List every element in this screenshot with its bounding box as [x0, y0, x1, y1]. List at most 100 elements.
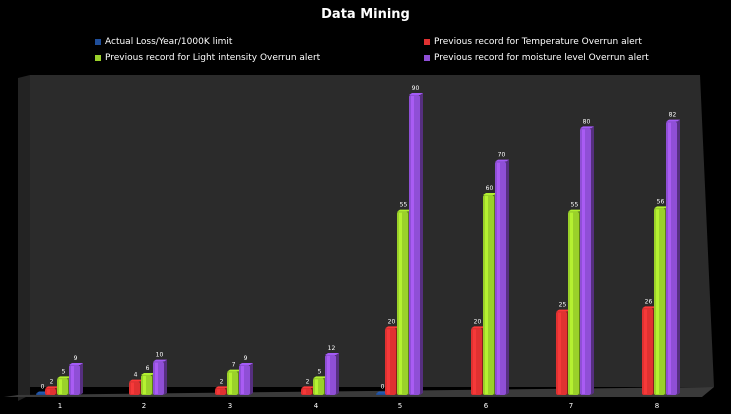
bar-top [666, 119, 680, 122]
bar-top [654, 206, 668, 209]
bar-top [45, 386, 59, 389]
bar-highlight [644, 309, 647, 394]
legend-item-actual-loss: Actual Loss/Year/1000K limit [95, 37, 232, 47]
bar-top [495, 159, 509, 162]
bar-side [677, 119, 680, 396]
bar [471, 328, 482, 395]
bar [568, 211, 579, 395]
bar [376, 393, 387, 395]
bar-highlight [656, 209, 659, 394]
x-tick-label: 6 [484, 402, 489, 410]
bar-value-label: 2 [220, 378, 224, 385]
bar-top [301, 386, 315, 389]
bar-value-label: 20 [388, 318, 396, 325]
bar-highlight [668, 122, 671, 395]
bar-value-label: 4 [134, 372, 138, 379]
bar-side [420, 93, 423, 395]
bar-top [325, 353, 339, 355]
plot-background [4, 75, 714, 401]
bar [397, 211, 408, 395]
bar-value-label: 5 [318, 368, 322, 375]
bar-highlight [241, 366, 244, 394]
bar-value-label: 2 [306, 378, 310, 385]
bar-highlight [217, 389, 220, 394]
legend-item-moisture: Previous record for moisture level Overr… [424, 53, 649, 63]
bar-value-label: 60 [486, 185, 494, 192]
bar [666, 121, 677, 396]
legend-label-moisture: Previous record for moisture level Overr… [434, 53, 649, 63]
bar-value-label: 55 [571, 202, 579, 209]
bar-value-label: 20 [474, 318, 482, 325]
bars-layer [36, 93, 680, 396]
bar-side [336, 353, 339, 395]
bar-top [568, 209, 582, 212]
bar [580, 128, 591, 396]
bar-highlight [387, 329, 390, 394]
x-tick-label: 4 [314, 402, 319, 410]
bar-value-label: 82 [669, 112, 677, 119]
legend-label-actual-loss: Actual Loss/Year/1000K limit [105, 37, 233, 47]
labels-layer: 1025924610327942512502055906206070725558… [41, 85, 677, 410]
bar-highlight [570, 212, 573, 394]
chart-title: Data Mining [321, 7, 410, 22]
bar [642, 308, 653, 395]
bar-top [313, 376, 327, 379]
bar-side [506, 159, 509, 395]
bar-value-label: 0 [41, 384, 45, 391]
bar-value-label: 70 [498, 152, 506, 159]
bar-value-label: 56 [657, 198, 665, 205]
legend-swatch-temperature [424, 39, 430, 45]
bar-highlight [155, 362, 158, 394]
plot-floor [4, 387, 714, 397]
bar-highlight [143, 376, 146, 394]
bar-value-label: 5 [62, 368, 66, 375]
bar-value-label: 90 [412, 85, 420, 92]
bar-value-label: 6 [146, 365, 150, 372]
bar [556, 311, 567, 395]
bar-side [591, 126, 594, 395]
bar-value-label: 26 [645, 298, 653, 305]
bar-value-label: 9 [74, 355, 78, 362]
bar-highlight [315, 379, 318, 394]
bar [153, 361, 164, 395]
x-tick-label: 5 [398, 402, 402, 410]
bar-top [215, 386, 229, 389]
bar-highlight [399, 212, 402, 394]
bar-highlight [229, 372, 232, 394]
bar-highlight [497, 162, 500, 394]
bar-value-label: 7 [232, 362, 236, 369]
bar [325, 355, 336, 395]
bar-value-label: 12 [328, 345, 336, 352]
bar [69, 365, 80, 395]
bar-highlight [131, 382, 134, 394]
bar-value-label: 55 [400, 202, 408, 209]
bar-highlight [47, 389, 50, 394]
bar-highlight [411, 96, 414, 394]
bar-value-label: 25 [559, 302, 567, 309]
legend-swatch-actual-loss [95, 39, 101, 45]
bar [141, 375, 152, 395]
bar [495, 161, 506, 395]
bar-value-label: 9 [244, 355, 248, 362]
bar [215, 388, 226, 395]
bar [409, 95, 420, 395]
bar [483, 195, 494, 395]
bar-value-label: 0 [381, 384, 385, 391]
legend-item-temperature: Previous record for Temperature Overrun … [424, 37, 642, 47]
plot-left-wall [18, 75, 30, 401]
legend-label-light: Previous record for Light intensity Over… [105, 53, 321, 63]
bar-top [141, 373, 155, 375]
bar-top [153, 359, 167, 362]
bar-side [80, 363, 83, 395]
x-tick-label: 2 [142, 402, 146, 410]
bar-side [164, 359, 167, 395]
bar-value-label: 10 [156, 352, 164, 359]
bar-highlight [59, 379, 62, 394]
bar-top [69, 363, 83, 365]
plot-back-wall [18, 75, 714, 387]
bar-top [483, 193, 497, 195]
bar-top [57, 376, 71, 379]
bar-top [556, 309, 570, 312]
bar-top [129, 379, 143, 382]
